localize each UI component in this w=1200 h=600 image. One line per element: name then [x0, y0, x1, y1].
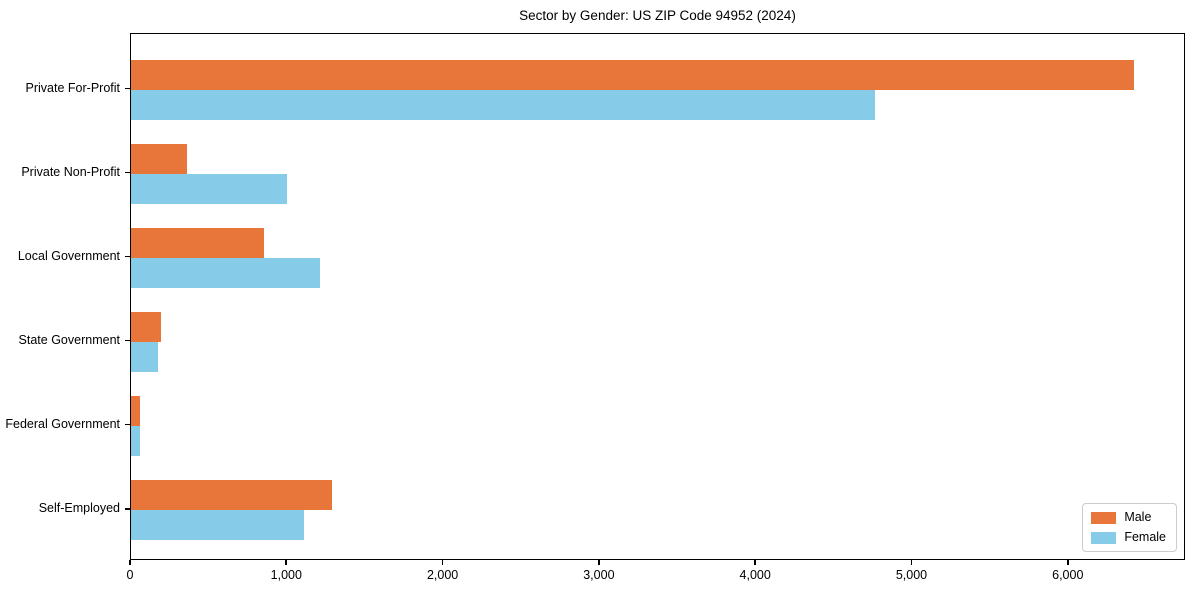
- x-axis-tick: [441, 560, 444, 565]
- bar-female-1: [131, 173, 287, 204]
- y-axis-tick: [125, 423, 130, 426]
- y-axis-label: Private For-Profit: [25, 80, 120, 95]
- legend-swatch-female: [1091, 531, 1117, 544]
- legend-label: Female: [1124, 530, 1166, 544]
- bar-male-5: [131, 480, 333, 510]
- y-axis-tick: [125, 87, 130, 90]
- y-axis-label: State Government: [18, 332, 120, 347]
- legend: Male Female: [1082, 503, 1177, 552]
- x-axis-tick: [129, 560, 131, 565]
- y-axis-tick: [125, 255, 130, 258]
- y-axis-label: Private Non-Profit: [21, 164, 120, 179]
- bar-male-3: [131, 311, 161, 342]
- bar-female-3: [131, 341, 158, 372]
- x-axis-tick: [1066, 560, 1069, 565]
- x-axis-tick: [285, 560, 288, 565]
- x-axis-tick: [910, 560, 913, 565]
- y-axis-tick: [125, 339, 130, 342]
- plot-area: [130, 33, 1185, 560]
- x-axis-tick-label: 4,000: [739, 568, 771, 582]
- x-axis-tick-label: 2,000: [426, 568, 459, 582]
- x-axis-tick-label: 6,000: [1052, 568, 1084, 582]
- legend-item: Male: [1091, 511, 1166, 524]
- bar-female-0: [131, 89, 876, 120]
- x-axis-tick-label: 5,000: [895, 568, 928, 582]
- chart-title: Sector by Gender: US ZIP Code 94952 (202…: [519, 8, 796, 23]
- legend-item: Female: [1091, 531, 1166, 544]
- y-axis-label: Self-Employed: [38, 501, 120, 515]
- bar-female-5: [131, 510, 305, 540]
- y-axis-tick: [125, 508, 130, 510]
- y-axis-tick: [125, 171, 130, 174]
- bar-female-4: [131, 425, 141, 456]
- legend-label: Male: [1124, 510, 1152, 524]
- x-axis-tick-label: 0: [126, 568, 134, 582]
- x-axis-tick-label: 3,000: [583, 568, 615, 582]
- bar-male-0: [131, 59, 1135, 90]
- bar-male-1: [131, 143, 188, 174]
- y-axis-label: Local Government: [17, 248, 120, 263]
- x-axis-tick-label: 1,000: [270, 568, 302, 582]
- x-axis-tick: [754, 560, 756, 565]
- bar-female-2: [131, 257, 320, 288]
- legend-swatch-male: [1091, 511, 1117, 524]
- x-axis-tick: [598, 560, 600, 565]
- bar-male-2: [131, 227, 264, 258]
- bar-male-4: [131, 395, 140, 426]
- y-axis-label: Federal Government: [5, 416, 120, 431]
